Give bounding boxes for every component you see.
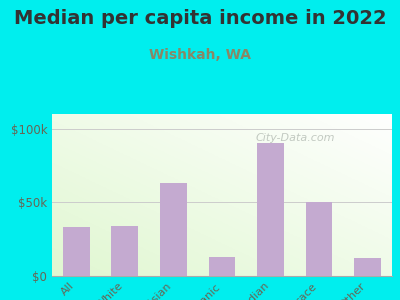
Bar [354,258,381,276]
Bar [209,257,235,276]
Bar [306,202,332,276]
Text: Median per capita income in 2022: Median per capita income in 2022 [14,9,386,28]
Text: City-Data.com: City-Data.com [256,133,336,143]
Bar [63,227,90,276]
Bar [112,226,138,276]
Bar [160,183,187,276]
Text: Wishkah, WA: Wishkah, WA [149,48,251,62]
Bar [257,143,284,276]
